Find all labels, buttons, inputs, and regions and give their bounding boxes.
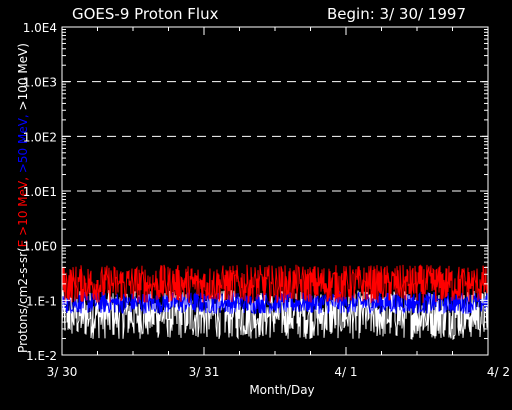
y-tick-label: 1.0E0 (23, 240, 57, 254)
x-tick-label: 3/ 30 (47, 365, 78, 379)
x-tick-label: 3/ 31 (189, 365, 220, 379)
x-tick-label: 4/ 2 (487, 365, 510, 379)
y-axis-label: Protons/cm2-s-sr(E >10 MeV, >50 MeV, >10… (16, 43, 30, 353)
y-axis-label-part-0: Protons/cm2-s-sr( (16, 247, 30, 353)
grid-lines (62, 81, 488, 247)
y-tick-labels: 1.E-2 1.E-1 1.0E0 1.0E1 1.0E2 1.0E3 1.0E4 (23, 21, 57, 363)
series-lines (61, 264, 489, 340)
chart-title: GOES-9 Proton Flux (72, 5, 219, 23)
chart-subtitle: Begin: 3/ 30/ 1997 (327, 5, 466, 23)
axes (61, 26, 489, 356)
y-tick-label: 1.0E4 (23, 21, 57, 35)
y-axis-label-part-1: E >10 MeV, (16, 173, 30, 247)
y-tick-label: 1.0E1 (23, 185, 57, 199)
y-axis-label-part-2: >50 MeV, (16, 110, 30, 173)
series-line (61, 264, 489, 304)
y-axis-label-part-4: ) (16, 43, 30, 48)
y-tick-label: 1.E-2 (26, 349, 57, 363)
y-axis-label-part-3: >100 MeV (16, 47, 30, 111)
y-tick-label: 1.0E3 (23, 76, 57, 90)
y-tick-label: 1.E-1 (26, 294, 57, 308)
x-axis-label: Month/Day (249, 383, 314, 397)
x-tick-labels: 3/ 30 3/ 31 4/ 1 4/ 2 (47, 365, 510, 379)
x-tick-label: 4/ 1 (334, 365, 357, 379)
y-tick-label: 1.0E2 (23, 130, 57, 144)
